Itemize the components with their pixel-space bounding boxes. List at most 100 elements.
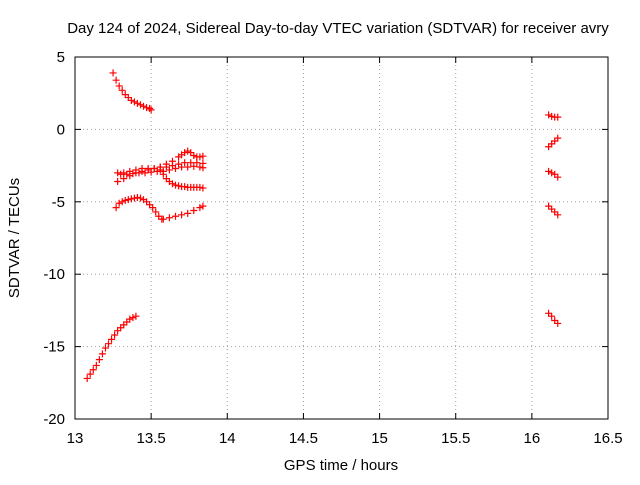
data-point [181, 183, 189, 191]
data-point [554, 173, 562, 181]
data-point [187, 159, 195, 167]
data-point [112, 76, 120, 84]
data-point [114, 169, 122, 177]
data-point [144, 164, 152, 172]
chart-title: Day 124 of 2024, Sidereal Day-to-day VTE… [67, 20, 609, 37]
data-point [147, 168, 155, 176]
x-tick-label: 13.5 [137, 430, 166, 447]
data-point [153, 167, 161, 175]
data-point [190, 162, 198, 170]
series-late-4 [545, 202, 562, 219]
data-point [127, 195, 135, 203]
data-point [105, 340, 113, 348]
y-tick-label: -20 [43, 411, 65, 428]
data-point [147, 106, 155, 114]
series-late-5 [545, 309, 562, 327]
data-point [133, 99, 141, 107]
x-tick-label: 15 [371, 430, 388, 447]
data-point [199, 184, 207, 192]
data-point [118, 86, 126, 94]
series-arc-bottom [83, 312, 140, 382]
data-point [126, 315, 134, 323]
data-point [130, 98, 138, 106]
data-point [115, 82, 123, 90]
data-point [181, 149, 189, 157]
y-axis-label: SDTVAR / TECUs [6, 178, 23, 298]
data-point [89, 366, 97, 374]
data-point [98, 350, 106, 358]
data-point [101, 344, 109, 352]
data-point [190, 151, 198, 159]
data-point [127, 96, 135, 104]
data-point [193, 159, 201, 167]
data-point [175, 182, 183, 190]
axis-ticks: 13 13.5 14 14.5 15 15.5 16 16.5 5 0 -5 -10 -15 -20 [43, 49, 622, 447]
data-point [112, 204, 120, 212]
data-point [95, 356, 103, 364]
data-point [190, 206, 198, 214]
data-point [136, 194, 144, 202]
x-tick-label: 15.5 [441, 430, 470, 447]
data-point [184, 147, 192, 155]
data-point [120, 169, 128, 177]
x-tick-label: 13 [67, 430, 84, 447]
data-point [132, 312, 140, 320]
series-arc-minus6 [159, 202, 207, 223]
data-point [545, 111, 553, 119]
data-point [159, 215, 167, 223]
data-point [545, 167, 553, 175]
series-late-1 [545, 111, 562, 121]
data-point [111, 331, 119, 339]
data-point [143, 104, 151, 112]
y-tick-label: 0 [57, 121, 65, 138]
data-point [199, 152, 207, 160]
data-point [548, 312, 556, 320]
data-point [149, 204, 157, 212]
series-late-2 [545, 134, 562, 151]
data-points [83, 69, 562, 382]
x-axis-label: GPS time / hours [284, 457, 398, 474]
data-point [130, 194, 138, 202]
data-point [129, 314, 137, 322]
data-point [184, 209, 192, 217]
data-point [129, 170, 137, 178]
data-point [92, 361, 100, 369]
data-point [196, 153, 204, 161]
data-point [159, 170, 167, 178]
data-point [554, 211, 562, 219]
x-tick-label: 16.5 [593, 430, 622, 447]
data-point [548, 169, 556, 177]
data-point [146, 104, 154, 112]
data-point [138, 164, 146, 172]
data-point [121, 196, 129, 204]
y-tick-label: -15 [43, 339, 65, 356]
data-point [140, 102, 148, 110]
x-tick-label: 14 [219, 430, 236, 447]
data-point [135, 169, 143, 177]
y-tick-label: -5 [52, 194, 65, 211]
grid-lines [75, 57, 608, 419]
data-point [554, 134, 562, 142]
data-point [133, 193, 141, 201]
data-point [554, 113, 562, 121]
y-tick-label: 5 [57, 49, 65, 66]
data-point [178, 211, 186, 219]
data-point [196, 183, 204, 191]
data-point [184, 163, 192, 171]
data-point [109, 69, 117, 77]
data-point [168, 180, 176, 188]
data-point [141, 169, 149, 177]
data-point [114, 178, 122, 186]
data-point [152, 208, 160, 216]
x-tick-label: 14.5 [289, 430, 318, 447]
data-point [172, 212, 180, 220]
series-arc-minus4 [156, 166, 207, 192]
data-point [172, 164, 180, 172]
y-tick-label: -10 [43, 266, 65, 283]
series-arc-minus5 [112, 193, 166, 223]
data-point [118, 198, 126, 206]
data-point [165, 166, 173, 174]
data-point [181, 159, 189, 167]
